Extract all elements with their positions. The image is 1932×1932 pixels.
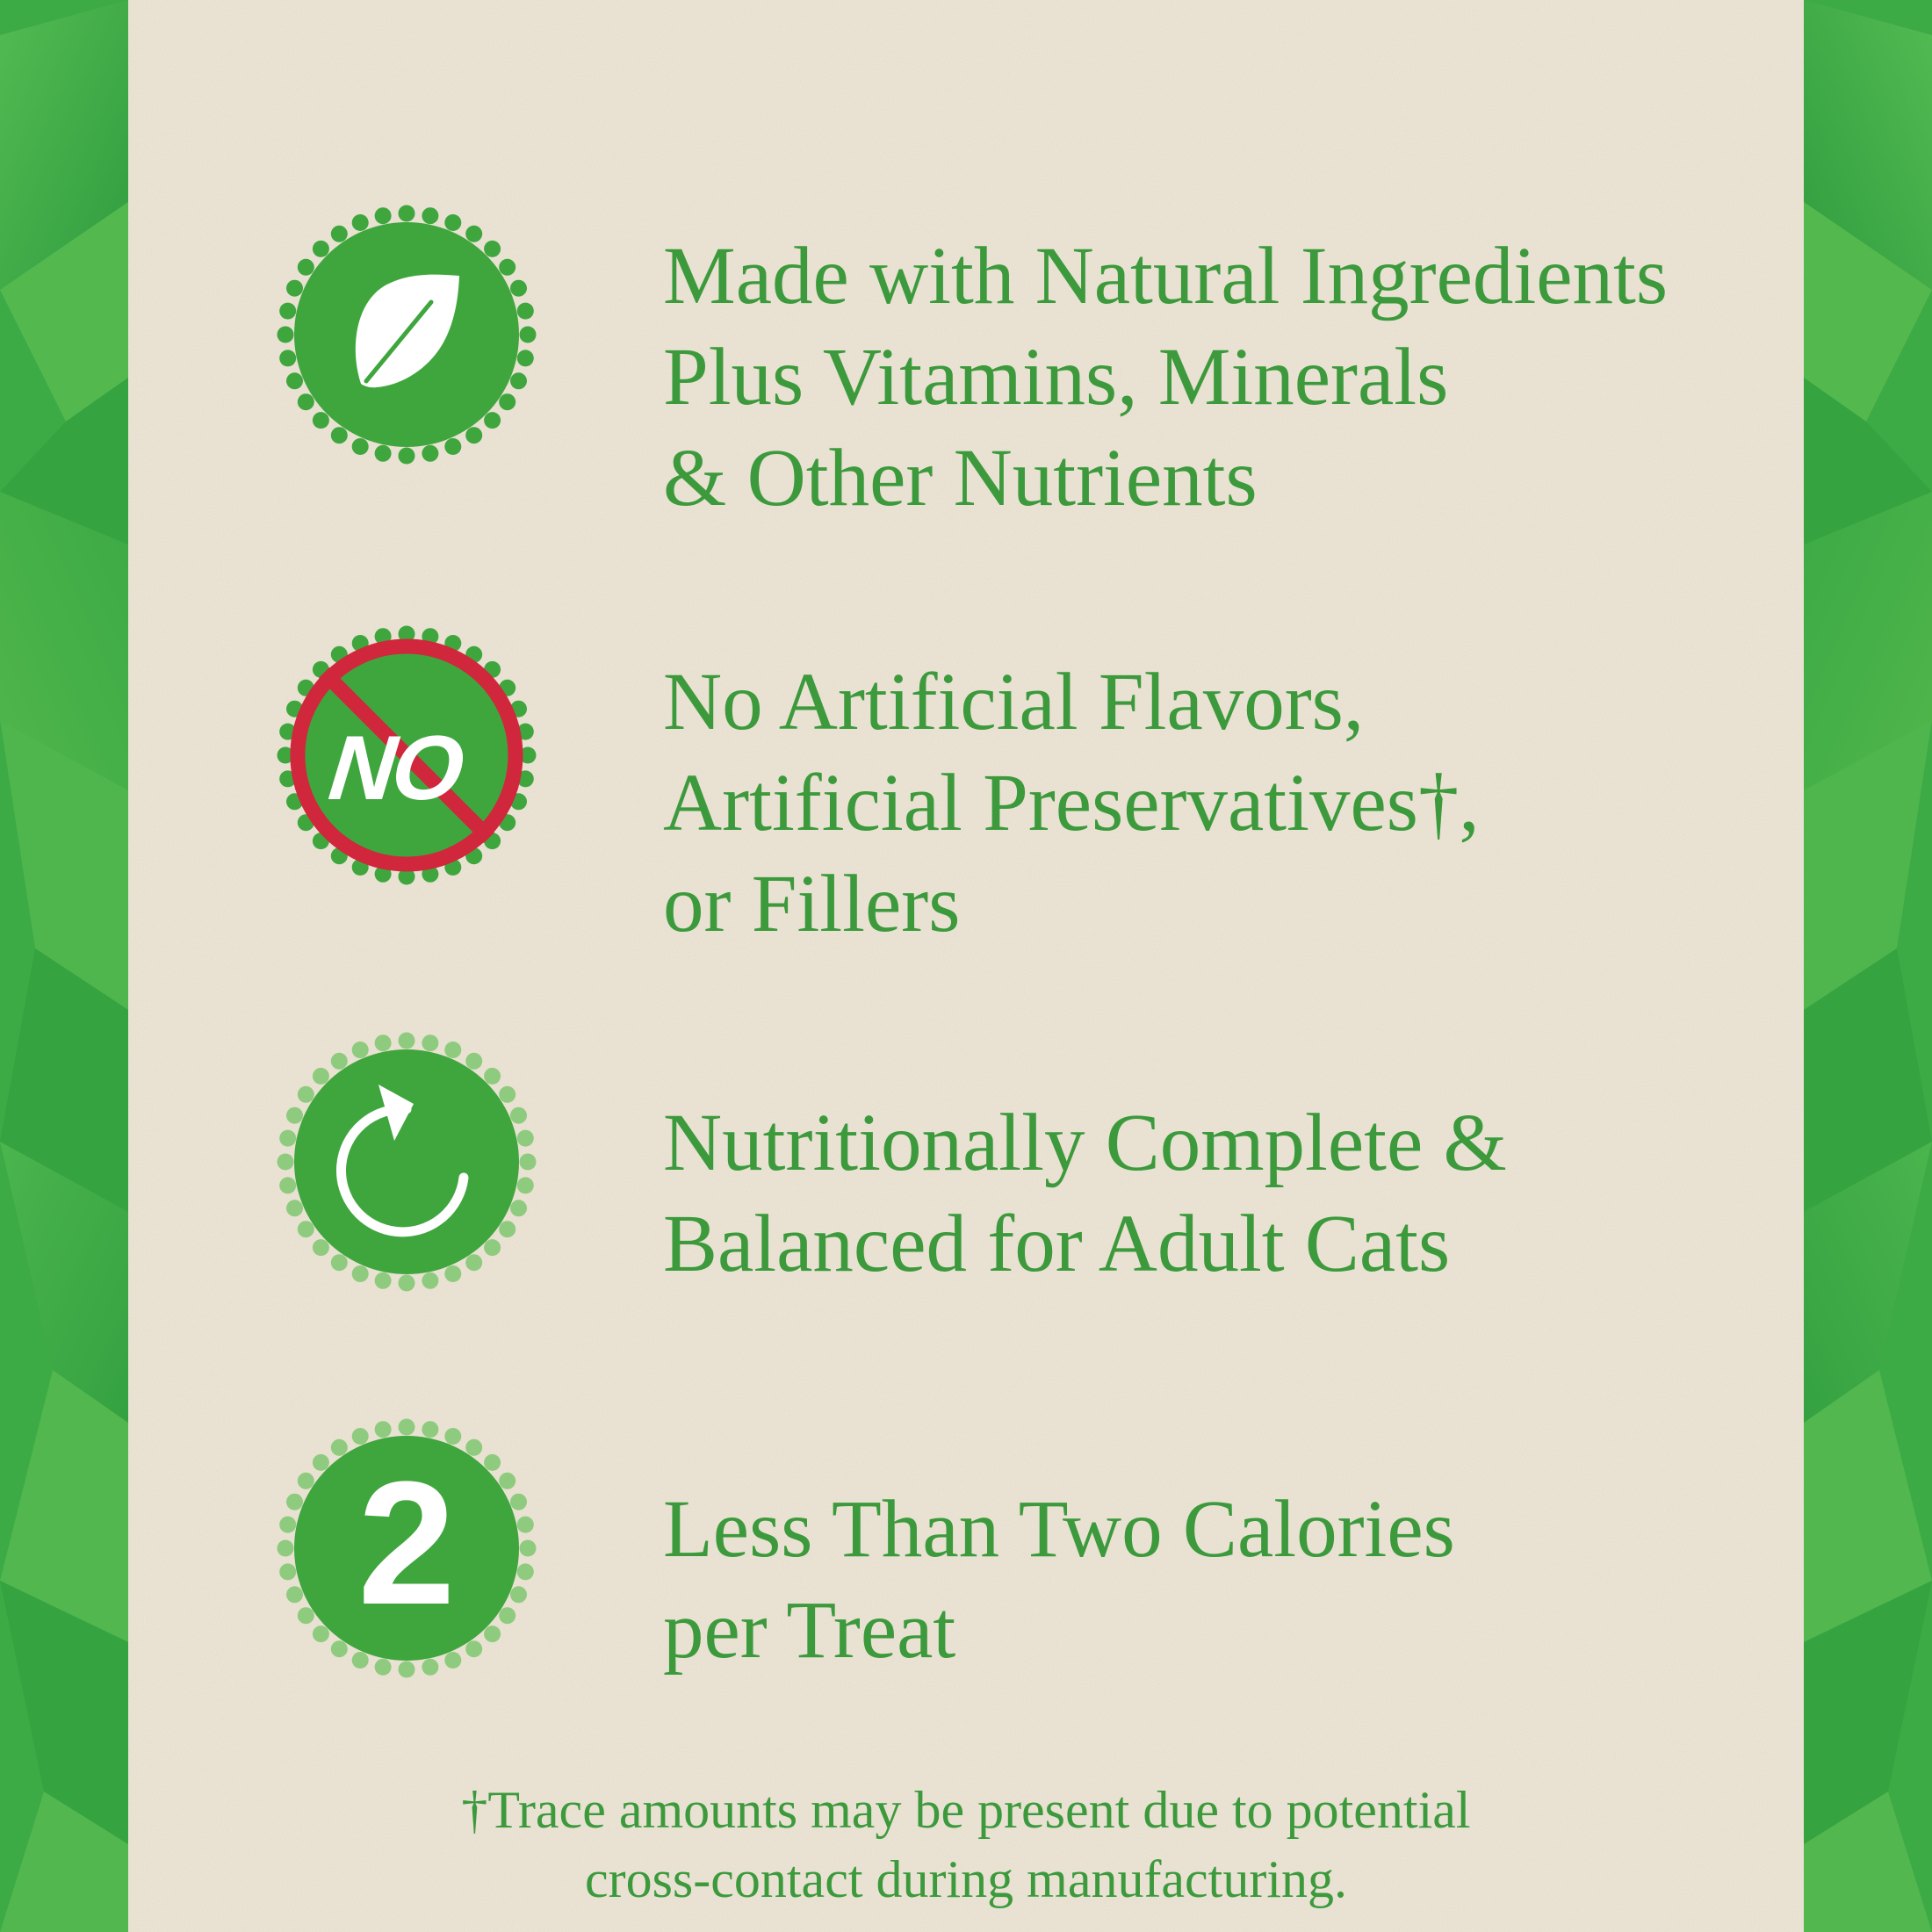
svg-text:NO: NO xyxy=(325,717,468,819)
svg-text:2: 2 xyxy=(357,1445,455,1641)
